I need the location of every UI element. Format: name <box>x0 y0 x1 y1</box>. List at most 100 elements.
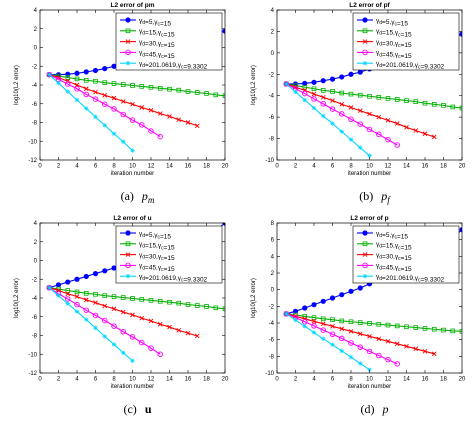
point-marker <box>413 325 419 330</box>
x-axis-label: iteration number <box>111 171 154 177</box>
point-marker <box>83 86 89 92</box>
x-tick-label: 6 <box>94 164 98 170</box>
series-line <box>286 313 398 365</box>
x-tick-label: 8 <box>349 377 353 383</box>
x-tick-label: 4 <box>75 377 79 383</box>
series-line <box>285 83 370 157</box>
series-1 <box>46 285 225 312</box>
y-tick-label: 4 <box>34 8 38 14</box>
series-4 <box>284 81 372 158</box>
y-tick-label: 6 <box>271 238 275 244</box>
x-axis-label: iteration number <box>111 384 154 390</box>
point-marker <box>311 302 317 308</box>
caption-subscript: m <box>148 195 155 205</box>
x-tick-label: 20 <box>222 164 229 170</box>
point-marker <box>301 90 308 97</box>
series-1 <box>46 72 225 99</box>
point-marker <box>348 329 354 334</box>
point-marker <box>394 341 400 347</box>
point-marker <box>330 324 335 329</box>
point-marker <box>302 324 307 329</box>
point-marker <box>102 80 108 85</box>
x-tick-label: 2 <box>57 377 61 383</box>
point-marker <box>367 321 372 326</box>
point-marker <box>320 78 326 84</box>
point-marker <box>329 295 336 301</box>
point-marker <box>357 344 363 350</box>
point-marker <box>431 134 437 140</box>
point-marker <box>362 28 368 34</box>
point-marker <box>367 111 372 117</box>
point-marker <box>376 321 382 327</box>
point-marker <box>222 93 225 99</box>
y-tick-label: 0 <box>271 288 275 294</box>
y-axis-label: log10(L2 error) <box>14 278 20 318</box>
point-marker <box>102 268 108 274</box>
point-marker <box>357 108 363 114</box>
caption-label: (a) <box>121 189 134 203</box>
point-marker <box>93 89 98 95</box>
series-3 <box>46 284 163 357</box>
y-tick-label: 8 <box>271 221 275 227</box>
x-tick-label: 12 <box>148 377 155 383</box>
y-tick-label: -4 <box>32 296 38 302</box>
point-marker <box>330 317 335 322</box>
point-marker <box>111 265 117 271</box>
point-marker <box>283 311 290 317</box>
point-marker <box>367 334 372 339</box>
subfigure-caption: (c) u <box>123 402 151 416</box>
point-marker <box>358 361 363 366</box>
point-marker <box>385 136 391 143</box>
x-tick-label: 18 <box>203 377 210 383</box>
point-marker <box>120 99 126 104</box>
point-marker <box>348 105 354 110</box>
point-marker <box>148 107 154 113</box>
x-tick-label: 2 <box>294 377 298 383</box>
y-tick-label: -8 <box>32 334 38 340</box>
legend-entry: γd=5,γc=15 <box>376 17 408 27</box>
point-marker <box>284 81 289 87</box>
series-3 <box>283 81 400 148</box>
point-marker <box>157 111 163 116</box>
point-marker <box>320 316 326 322</box>
series-4 <box>284 311 372 372</box>
subfigure-caption: (d) p <box>361 402 389 416</box>
x-tick-label: 10 <box>366 164 373 170</box>
point-marker <box>362 241 368 247</box>
y-tick-label: 0 <box>271 51 275 57</box>
x-tick-label: 20 <box>222 377 229 383</box>
chart-title: L2 error of pf <box>349 2 390 9</box>
point-marker <box>362 39 368 44</box>
point-marker <box>320 298 326 304</box>
point-marker <box>74 294 80 299</box>
point-marker <box>125 39 131 44</box>
point-marker <box>65 75 71 80</box>
legend-entry: γd=5,γc=15 <box>139 17 171 27</box>
point-marker <box>357 320 363 325</box>
x-tick-label: 16 <box>185 377 192 383</box>
point-marker <box>125 49 131 56</box>
point-marker <box>320 327 326 333</box>
point-marker <box>139 315 145 321</box>
point-marker <box>367 93 372 99</box>
point-marker <box>431 101 437 107</box>
point-marker <box>74 301 80 308</box>
point-marker <box>329 106 336 112</box>
point-marker <box>74 289 80 295</box>
point-marker <box>83 273 89 280</box>
point-marker <box>348 319 354 325</box>
legend-entry: γd=30,γc=15 <box>376 252 412 262</box>
x-tick-label: 18 <box>440 164 447 170</box>
point-marker <box>362 262 368 269</box>
point-marker <box>130 83 135 88</box>
y-tick-label: -2 <box>32 277 38 283</box>
point-marker <box>64 296 71 302</box>
point-marker <box>311 91 317 97</box>
x-tick-label: 16 <box>422 377 429 383</box>
y-tick-label: -8 <box>32 121 38 127</box>
y-tick-label: -10 <box>28 139 37 145</box>
point-marker <box>74 97 80 103</box>
point-marker <box>348 288 354 294</box>
point-marker <box>194 333 200 339</box>
point-marker <box>213 305 219 311</box>
